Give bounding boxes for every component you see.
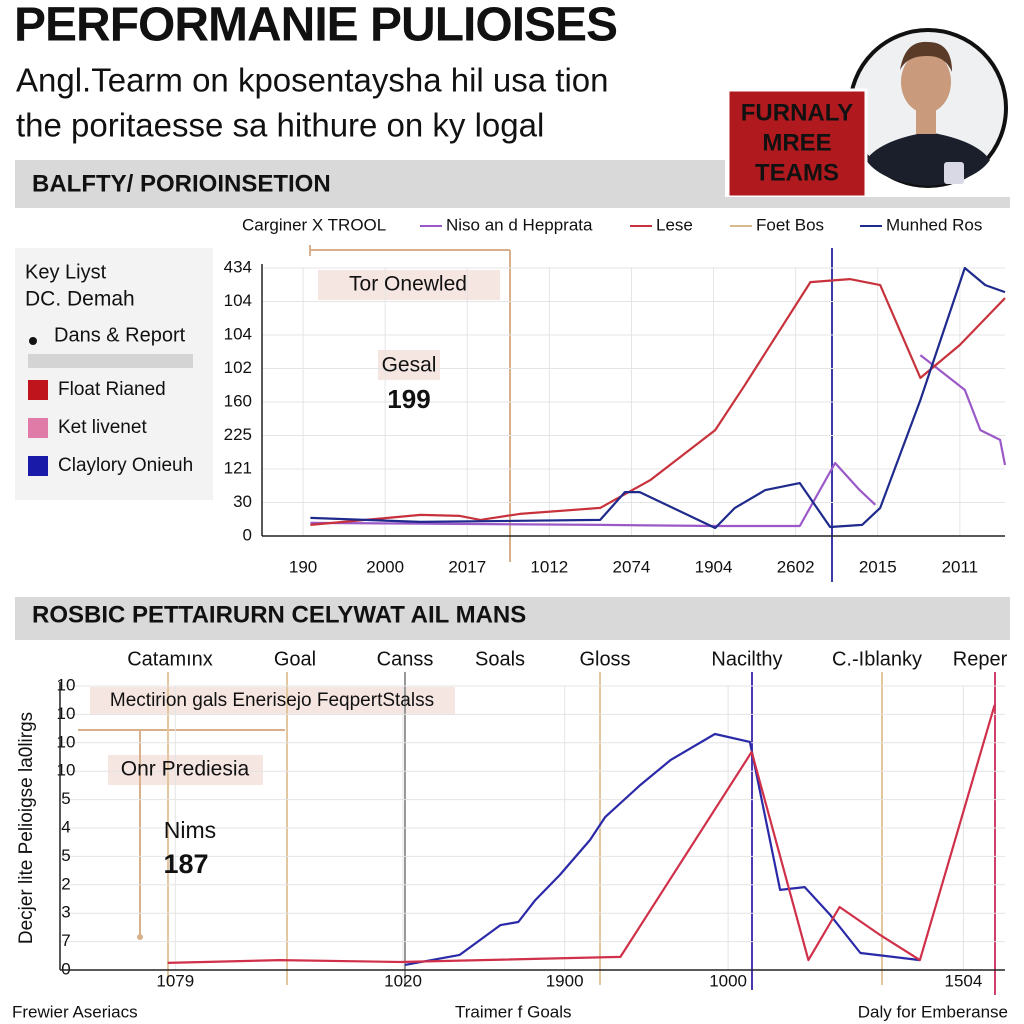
y-tick-label: 10 xyxy=(57,675,76,694)
y-tick-label: 5 xyxy=(61,846,70,865)
annotation: Gesal xyxy=(382,354,437,377)
series-line xyxy=(310,266,1006,530)
y-tick-label: 160 xyxy=(224,391,252,410)
top-label: C.-Iblanky xyxy=(832,648,922,670)
x-tick-label: 1012 xyxy=(530,557,568,576)
key-swatch xyxy=(28,418,48,438)
annotation: Nims xyxy=(164,817,216,843)
y-tick-label: 434 xyxy=(224,257,252,276)
y-tick-label: 10 xyxy=(57,761,76,780)
series-line xyxy=(404,732,921,966)
y-tick-label: 0 xyxy=(243,525,252,544)
y-tick-label: 10 xyxy=(57,732,76,751)
y-tick-label: 225 xyxy=(224,425,252,444)
top-label: Gloss xyxy=(579,648,630,670)
y-tick-label: 2 xyxy=(61,874,70,893)
x-tick-label: 1079 xyxy=(156,971,194,990)
y-tick-label: 104 xyxy=(224,324,252,343)
badge xyxy=(726,88,868,199)
key-items: Float Rianed Ket livenet Claylory Onieuh xyxy=(28,379,193,476)
x-tick-label: 2015 xyxy=(859,557,897,576)
y-tick-label: 30 xyxy=(233,492,252,511)
series-line xyxy=(310,354,1007,528)
key-title: Key Liyst xyxy=(25,261,107,283)
page-title: PERFORMANIE PULIOISES xyxy=(14,0,617,52)
legend-label: Foet Bos xyxy=(756,215,824,234)
y-tick-label: 10 xyxy=(57,704,76,723)
x-tick-label: 1900 xyxy=(546,971,584,990)
key-swatch xyxy=(28,380,48,400)
annotation: 199 xyxy=(387,384,430,414)
key-swatch xyxy=(28,456,48,476)
footer-text: Frewier Aseriacs xyxy=(12,1002,138,1021)
x-tick-label: 2602 xyxy=(777,557,815,576)
legend-label: Lese xyxy=(656,215,693,234)
top-label: Soals xyxy=(475,648,525,670)
x-tick-label: 1904 xyxy=(695,557,733,576)
section-band xyxy=(15,597,1010,640)
legend-label: Munhed Ros xyxy=(886,215,982,234)
annotation-box xyxy=(318,270,500,300)
annotation-box xyxy=(108,755,263,785)
annotation: Tor Onewled xyxy=(349,273,467,296)
y-tick-label: 7 xyxy=(61,931,70,950)
y-tick-label: 104 xyxy=(224,291,252,310)
legend-label: Niso an d Hepprata xyxy=(446,215,593,234)
y-tick-label: 3 xyxy=(61,903,70,922)
y-tick-label: 121 xyxy=(224,458,252,477)
series-line xyxy=(310,278,1006,526)
section-band xyxy=(725,197,1010,208)
annotation-box xyxy=(90,687,455,715)
y-tick-label: 5 xyxy=(61,789,70,808)
section-band xyxy=(15,160,725,208)
y-axis-label: Decjer lite Pelioigse la0lirgs xyxy=(16,712,37,944)
badge-text: MREE xyxy=(762,129,831,156)
annotation: Onr Prediesia xyxy=(121,758,250,781)
annotation: 187 xyxy=(163,849,208,879)
key-label: Float Rianed xyxy=(58,379,166,400)
legend-label: Carginer X TROOL xyxy=(242,215,386,234)
bullet xyxy=(29,337,37,345)
x-tick-label: 1504 xyxy=(945,971,983,990)
x-tick-label: 2011 xyxy=(942,557,979,576)
key-bar xyxy=(28,354,193,368)
x-tick-label: 1020 xyxy=(384,971,422,990)
badge-text: FURNALY xyxy=(741,99,853,126)
x-tick-label: 2000 xyxy=(366,557,404,576)
y-tick-label: 102 xyxy=(224,358,252,377)
subtitle: the poritaesse sa hithure on ky logal xyxy=(16,107,544,144)
section-title: BALFTY/ PORIOINSETION xyxy=(32,170,331,197)
top-label: Nacilthy xyxy=(711,648,782,670)
badge-text: TEAMS xyxy=(755,159,839,186)
key-label: Ket livenet xyxy=(58,417,147,438)
annotation-box xyxy=(378,350,440,380)
key-label: Claylory Onieuh xyxy=(58,455,193,476)
key-subtitle: DC. Demah xyxy=(25,288,135,311)
series-line xyxy=(167,704,996,964)
x-tick-label: 1000 xyxy=(709,971,747,990)
annotation-dot xyxy=(137,934,143,940)
portrait xyxy=(848,28,1008,188)
section-title: ROSBIC PETTAIRURN CELYWAT AIL MANS xyxy=(32,601,526,628)
top-label: Catamınx xyxy=(127,648,213,670)
x-tick-label: 2017 xyxy=(448,557,486,576)
footer-text: Traimer f Goals xyxy=(455,1002,572,1021)
top-label: Goal xyxy=(274,648,316,670)
subtitle: Angl.Tearm on kposentaysha hil usa tion xyxy=(16,62,609,99)
top-label: Reper xyxy=(953,648,1008,670)
annotation: Mectirion gals Enerisejo FeqpertStalss xyxy=(110,690,434,711)
y-tick-label: 0 xyxy=(61,959,70,978)
y-tick-label: 4 xyxy=(61,817,70,836)
key-bullet: Dans & Report xyxy=(54,324,186,346)
top-label: Canss xyxy=(377,648,434,670)
footer-text: Daly for Emberanse xyxy=(858,1002,1008,1021)
x-tick-label: 2074 xyxy=(613,557,651,576)
x-tick-label: 190 xyxy=(289,557,317,576)
